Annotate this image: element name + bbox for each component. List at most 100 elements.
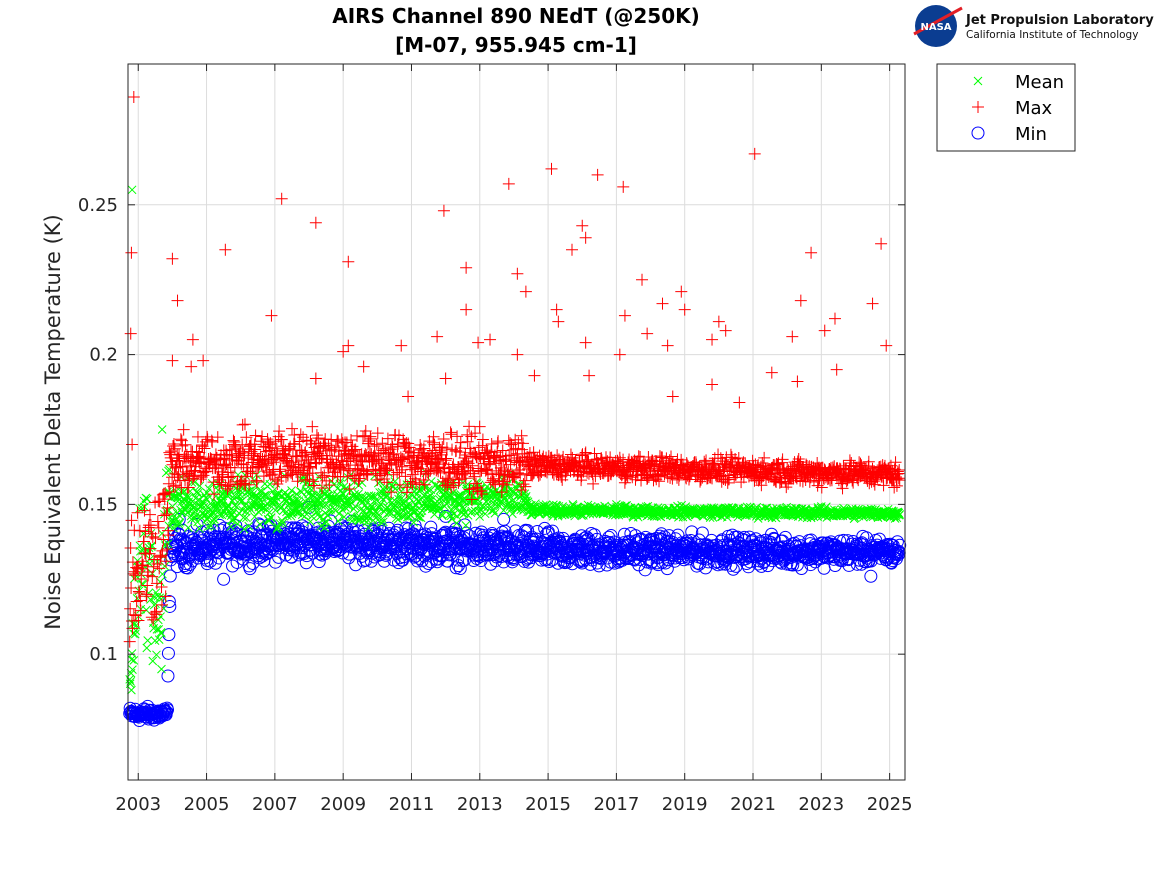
point-mean xyxy=(317,498,326,508)
point-min xyxy=(437,526,451,540)
point-mean xyxy=(363,512,373,522)
point-mean xyxy=(230,513,240,523)
point-mean xyxy=(355,515,365,525)
point-mean xyxy=(228,496,237,506)
point-mean xyxy=(349,504,359,514)
point-mean xyxy=(260,490,270,500)
point-min xyxy=(566,536,580,550)
point-mean xyxy=(347,516,357,526)
point-min xyxy=(172,512,186,526)
point-mean xyxy=(458,502,467,512)
nasa-badge-text: NASA xyxy=(920,22,951,33)
point-mean xyxy=(434,504,444,514)
point-mean xyxy=(460,494,469,504)
point-min xyxy=(521,524,535,538)
point-mean xyxy=(339,512,349,522)
point-mean xyxy=(262,490,272,500)
point-mean xyxy=(255,519,265,529)
point-mean xyxy=(474,506,484,516)
point-min xyxy=(187,532,201,546)
point-mean xyxy=(312,504,321,514)
point-mean xyxy=(163,539,173,549)
point-mean xyxy=(218,498,228,508)
point-min xyxy=(685,525,699,539)
point-mean xyxy=(230,501,240,511)
point-mean xyxy=(496,498,505,508)
point-mean xyxy=(190,513,200,523)
point-mean xyxy=(235,495,244,505)
point-mean xyxy=(283,511,292,521)
point-mean xyxy=(313,507,322,517)
point-mean xyxy=(244,521,254,531)
point-min xyxy=(576,554,590,568)
point-mean xyxy=(445,494,455,504)
point-mean xyxy=(250,512,260,522)
point-min xyxy=(254,530,268,544)
point-mean xyxy=(147,542,156,552)
point-mean xyxy=(237,496,247,505)
point-min xyxy=(312,525,326,539)
point-mean xyxy=(448,488,458,497)
point-mean xyxy=(268,486,277,496)
point-min xyxy=(361,546,375,560)
point-mean xyxy=(204,484,214,494)
point-mean xyxy=(479,502,489,512)
point-mean xyxy=(194,524,204,534)
point-mean xyxy=(151,599,160,609)
point-mean xyxy=(142,494,152,504)
point-mean xyxy=(342,483,351,493)
point-mean xyxy=(157,629,166,638)
point-min xyxy=(893,538,907,552)
point-mean xyxy=(192,487,202,496)
point-mean xyxy=(239,513,248,522)
point-mean xyxy=(212,502,222,512)
point-min xyxy=(424,520,438,534)
point-mean xyxy=(152,650,161,660)
data-layer xyxy=(123,90,907,727)
point-mean xyxy=(158,569,167,579)
logo-title: Jet Propulsion Laboratory xyxy=(965,13,1154,28)
chart-title: AIRS Channel 890 NEdT (@250K) xyxy=(332,4,700,28)
point-min xyxy=(163,599,177,613)
point-mean xyxy=(427,495,437,504)
point-mean xyxy=(272,523,282,532)
point-mean xyxy=(127,649,137,658)
point-min xyxy=(890,535,904,549)
point-mean xyxy=(422,493,431,503)
point-min xyxy=(391,523,405,537)
point-mean xyxy=(333,516,343,526)
point-mean xyxy=(307,511,317,521)
point-mean xyxy=(266,513,276,522)
series-mean xyxy=(125,185,905,695)
point-mean xyxy=(416,485,426,494)
point-mean xyxy=(229,494,239,503)
point-min xyxy=(161,703,175,717)
point-mean xyxy=(371,507,381,516)
point-min xyxy=(226,559,240,573)
nasa-swoosh-icon xyxy=(913,6,963,36)
point-min xyxy=(551,556,565,570)
point-mean xyxy=(135,504,144,513)
point-mean xyxy=(489,505,498,515)
point-mean xyxy=(149,623,159,633)
point-min xyxy=(497,512,511,526)
point-mean xyxy=(174,520,184,529)
point-mean xyxy=(358,493,368,502)
point-mean xyxy=(239,524,249,534)
point-mean xyxy=(143,636,153,645)
point-mean xyxy=(437,510,447,519)
point-mean xyxy=(154,635,164,644)
point-mean xyxy=(378,514,387,524)
point-mean xyxy=(183,523,193,533)
series-min xyxy=(123,500,907,727)
point-min xyxy=(160,705,174,719)
point-min xyxy=(660,562,674,576)
chart-subtitle: [M-07, 955.945 cm-1] xyxy=(395,33,637,57)
point-min xyxy=(654,533,668,547)
point-mean xyxy=(128,665,137,674)
point-mean xyxy=(211,499,220,509)
point-mean xyxy=(195,481,205,491)
point-min xyxy=(462,529,476,543)
point-mean xyxy=(383,490,392,500)
